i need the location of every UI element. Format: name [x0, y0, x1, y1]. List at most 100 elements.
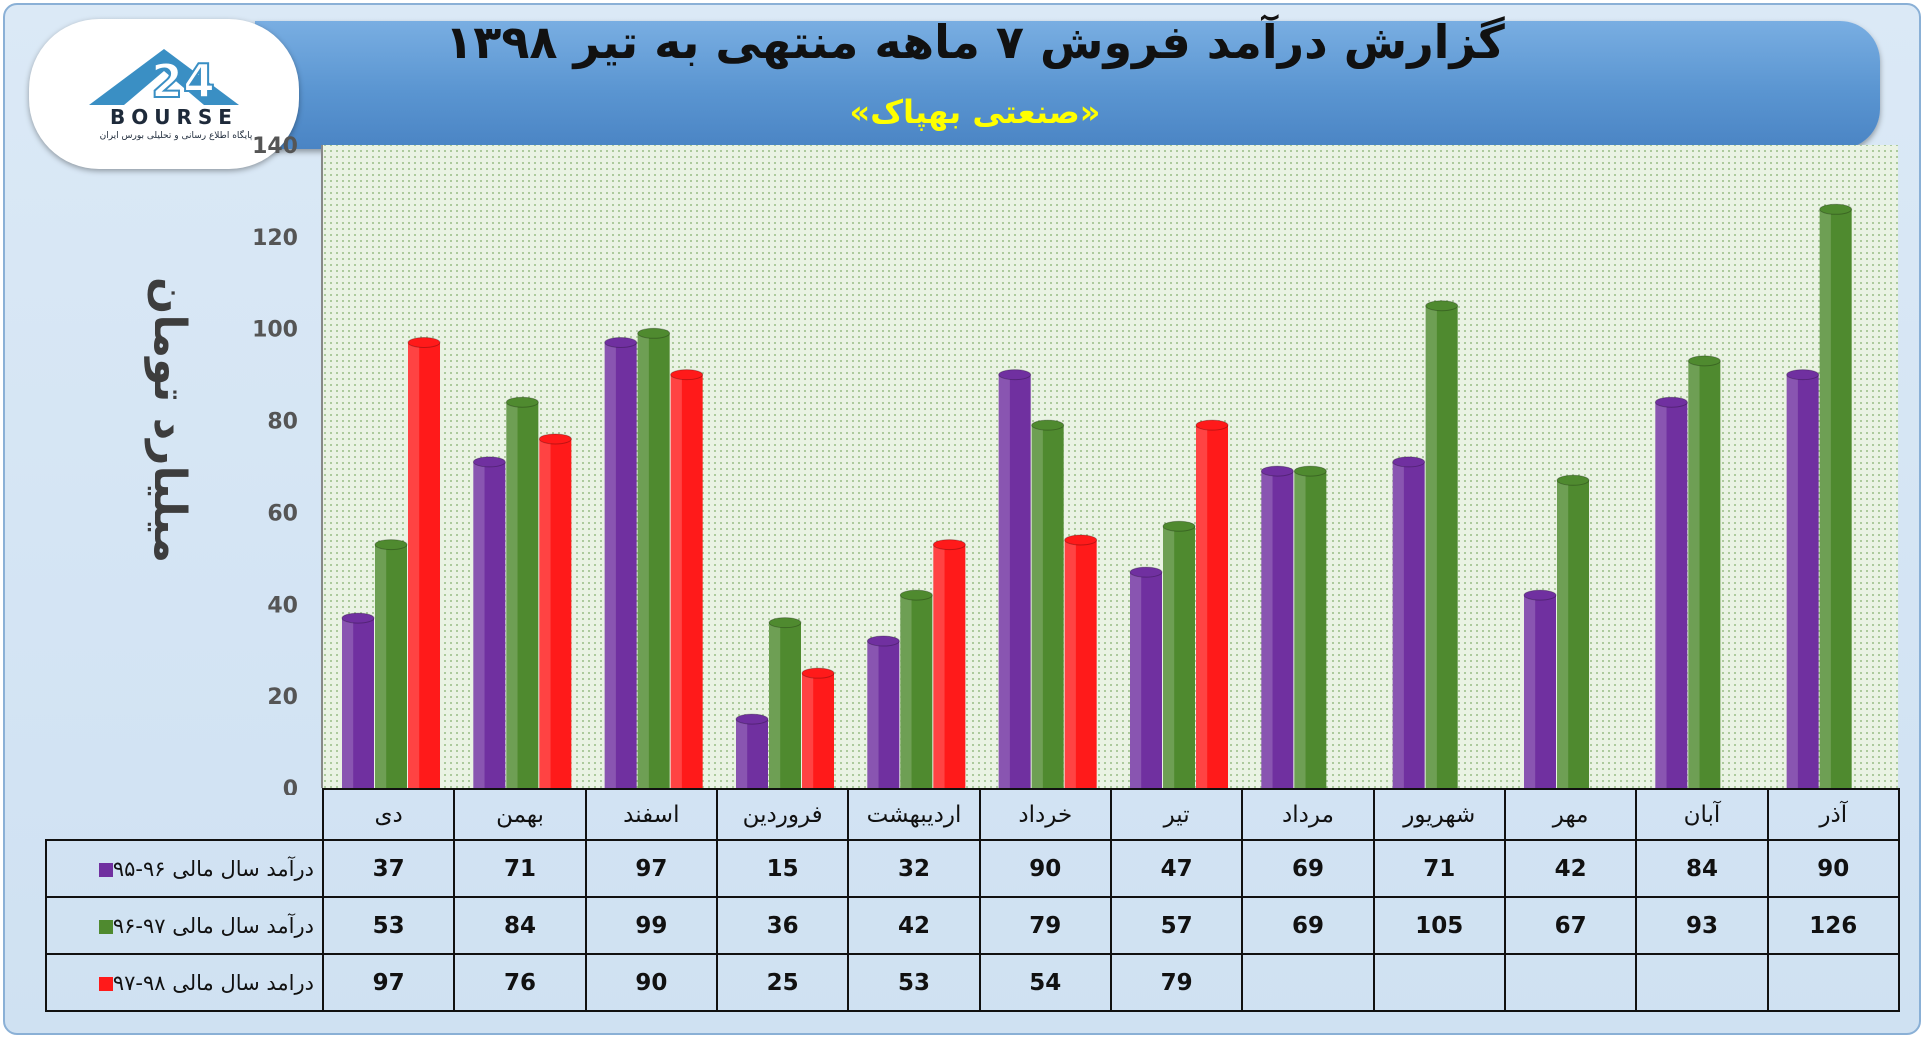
- table-cell: 90: [584, 953, 718, 1012]
- chart-title: گزارش درآمد فروش ۷ ماهه منتهی به تیر ۱۳۹…: [445, 15, 1505, 69]
- legend-swatch-icon: [98, 976, 113, 991]
- bar-body: [408, 342, 440, 788]
- bar-body: [1163, 526, 1195, 788]
- bar-cap: [1556, 474, 1590, 486]
- bar: [899, 589, 933, 788]
- table-cell: 84: [453, 896, 587, 955]
- table-cell: [1241, 953, 1375, 1012]
- bar-body: [802, 673, 834, 788]
- table-row: درآمد سال مالی ۹۶-۹۵ 37 71 97 15 32 90 47 69 71 42…: [45, 839, 1901, 898]
- category-label: تیر: [1109, 788, 1244, 841]
- category-label: دی: [321, 788, 456, 841]
- y-axis-label: میلیارد تومان: [144, 277, 195, 563]
- bar-body: [1655, 402, 1688, 788]
- table-cell: 36: [715, 896, 850, 955]
- bar-cap: [866, 635, 900, 647]
- bar-cap: [801, 667, 835, 679]
- bar-cap: [899, 589, 933, 601]
- bar-highlight: [769, 622, 781, 788]
- bar-cap: [1260, 465, 1294, 477]
- bar-cap: [998, 369, 1032, 381]
- bar-cap: [670, 369, 704, 381]
- bar-body: [867, 641, 900, 788]
- table-cell: 79: [1109, 953, 1244, 1012]
- y-tick-label: 140: [252, 134, 298, 159]
- bar: [932, 539, 966, 788]
- table-cell: 15: [715, 839, 850, 898]
- bar-highlight: [473, 461, 485, 788]
- category-label: شهریور: [1372, 788, 1506, 841]
- bar-body: [1031, 425, 1064, 788]
- table-cell: 97: [321, 953, 456, 1012]
- table-row: درآمد سال مالی ۹۷-۹۶ 53 84 99 36 42 79 57 69 105 6…: [45, 896, 1901, 955]
- bar-cap: [407, 336, 441, 348]
- bar-body: [539, 438, 572, 788]
- category-label: مهر: [1503, 788, 1638, 841]
- bar: [1786, 369, 1820, 788]
- bar-body: [1064, 539, 1097, 788]
- bar-highlight: [1425, 305, 1437, 788]
- bar-highlight: [1064, 539, 1076, 788]
- bar-highlight: [539, 438, 551, 788]
- bar-body: [1196, 425, 1228, 788]
- bar-highlight: [1786, 374, 1798, 788]
- bar-cap: [1129, 566, 1163, 578]
- bar-highlight: [1031, 425, 1043, 788]
- logo: 24 BOURSE پایگاه اطلاع رسانی و تحلیلی بو…: [29, 19, 299, 169]
- table-cell: 71: [453, 839, 587, 898]
- table-corner: [46, 789, 324, 841]
- bar: [1260, 465, 1294, 788]
- table-cell: [1635, 953, 1769, 1012]
- bar-cap: [735, 713, 769, 725]
- bar: [505, 396, 539, 788]
- svg-text:24: 24: [151, 54, 215, 108]
- bar: [1392, 456, 1426, 788]
- series-name: درآمد سال مالی ۹۶-۹۵: [112, 856, 314, 881]
- bar-body: [769, 622, 801, 788]
- plot-background: [322, 145, 1898, 788]
- bar: [1556, 474, 1590, 788]
- bar-cap: [1392, 456, 1426, 468]
- bar-body: [1524, 595, 1556, 788]
- bar-cap: [1786, 369, 1820, 381]
- bar: [1293, 465, 1327, 788]
- bar: [604, 336, 638, 788]
- bar: [407, 336, 441, 788]
- category-label: مرداد: [1241, 788, 1375, 841]
- bar-highlight: [1261, 471, 1273, 788]
- bar: [1523, 589, 1557, 788]
- table-cell: 90: [978, 839, 1112, 898]
- category-label: خرداد: [978, 788, 1112, 841]
- bar-highlight: [637, 333, 649, 788]
- bar-highlight: [900, 595, 912, 788]
- bar: [735, 713, 769, 788]
- bar-highlight: [1196, 425, 1208, 788]
- bar-cap: [932, 539, 966, 551]
- bar-body: [1294, 471, 1327, 788]
- bar: [637, 327, 671, 788]
- category-label: آذر: [1766, 788, 1901, 841]
- bar: [538, 433, 572, 788]
- bar-cap: [604, 336, 638, 348]
- bar-cap: [1162, 520, 1196, 532]
- bar-highlight: [1688, 360, 1700, 788]
- y-tick-label: 80: [267, 410, 298, 435]
- table-cell: 69: [1241, 839, 1375, 898]
- bar-highlight: [1557, 480, 1569, 788]
- chart-subtitle: «صنعتی بهپاک»: [849, 93, 1101, 131]
- logo-wordmark: BOURSE: [110, 105, 238, 129]
- bar-highlight: [736, 719, 748, 788]
- bar-cap: [1654, 396, 1688, 408]
- bar-cap: [538, 433, 572, 445]
- bar-highlight: [867, 641, 879, 788]
- table-cell: 37: [321, 839, 456, 898]
- bar-cap: [341, 612, 375, 624]
- table-cell: 53: [847, 953, 981, 1012]
- table-cell: 71: [1372, 839, 1506, 898]
- logo-tagline: پایگاه اطلاع رسانی و تحلیلی بورس ایران: [99, 131, 253, 141]
- bar-body: [933, 544, 966, 788]
- y-tick-label: 20: [267, 685, 298, 710]
- bar-highlight: [342, 618, 354, 788]
- category-label: بهمن: [453, 788, 587, 841]
- bar-highlight: [604, 342, 616, 788]
